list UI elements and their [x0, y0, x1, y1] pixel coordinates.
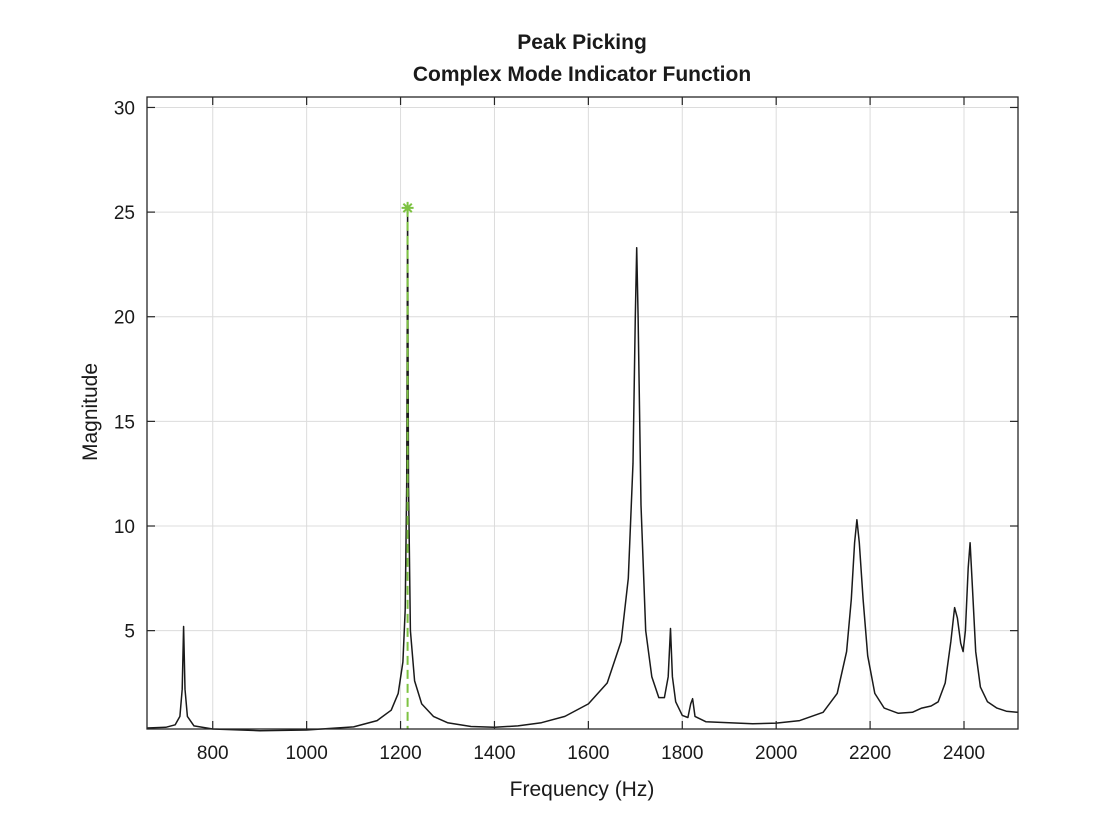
- chart-title: Peak Picking: [517, 31, 647, 54]
- x-tick-label: 1600: [567, 743, 609, 764]
- series-line: [146, 207, 1019, 732]
- x-tick-label: 800: [197, 743, 229, 764]
- chart-subtitle: Complex Mode Indicator Function: [413, 63, 751, 86]
- y-tick-label: 20: [114, 308, 135, 329]
- x-tick-label: 2400: [943, 743, 985, 764]
- x-tick-label: 2200: [849, 743, 891, 764]
- y-tick-label: 5: [124, 622, 135, 643]
- y-tick-label: 30: [114, 98, 135, 119]
- y-tick-label: 10: [114, 517, 135, 538]
- x-tick-label: 1200: [379, 743, 421, 764]
- axes-box: [146, 96, 1019, 730]
- plot-area: 800 1000 1200 1400 1600 1800 2000 2200 2400 5 10 15…: [114, 96, 1019, 764]
- y-tick-label: 25: [114, 203, 135, 224]
- x-axis-label: Frequency (Hz): [510, 778, 655, 801]
- x-tick-label: 1800: [661, 743, 703, 764]
- y-axis-label: Magnitude: [79, 363, 102, 461]
- x-tick-label: 1400: [473, 743, 515, 764]
- x-tick-label: 2000: [755, 743, 797, 764]
- pick-marker: [401, 201, 414, 214]
- y-tick-label: 15: [114, 412, 135, 433]
- x-tick-label: 1000: [286, 743, 328, 764]
